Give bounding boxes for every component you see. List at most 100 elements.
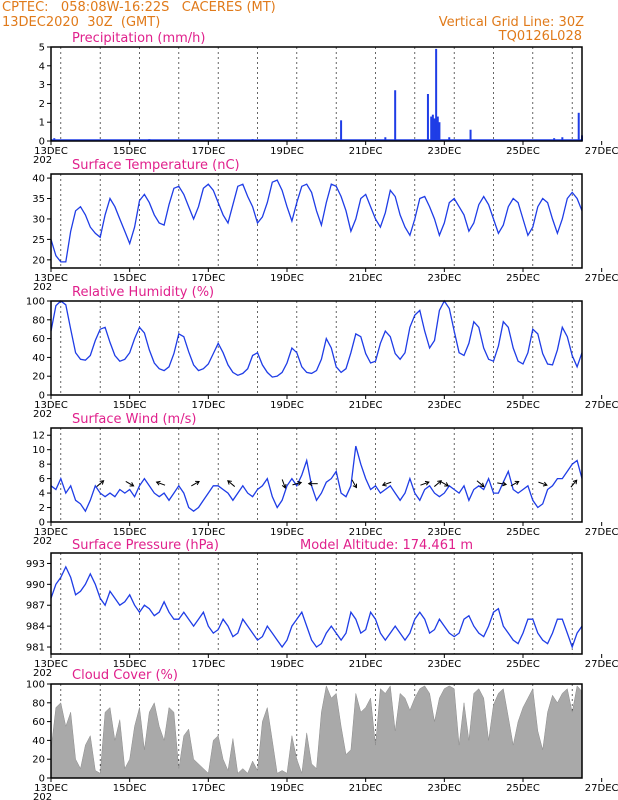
wind-arrow (155, 480, 166, 486)
precip-title: Precipitation (mm/h) (72, 31, 205, 46)
rh-frame (50, 300, 583, 396)
y-tick-label: 40 (32, 736, 45, 747)
x-tick-label: 27DEC (585, 527, 618, 538)
pres-frame (50, 552, 583, 655)
x-tick-label: 27DEC (585, 659, 618, 670)
y-tick-label: 0 (39, 774, 45, 785)
x-tick-label: 15DEC (113, 400, 147, 411)
y-tick-label: 60 (32, 717, 45, 728)
y-tick-label: 100 (26, 297, 45, 308)
x-tick-label: 21DEC (349, 400, 383, 411)
x-tick-label: 19DEC (270, 146, 304, 157)
x-tick-label: 25DEC (506, 273, 540, 284)
temp-title: Surface Temperature (nC) (72, 158, 240, 173)
x-tick-label: 19DEC (270, 527, 304, 538)
wind-arrow (125, 480, 135, 487)
wind-arrow (281, 479, 287, 489)
precip-bar (430, 116, 433, 141)
y-tick-label: 20 (32, 372, 45, 383)
wind-arrow (476, 480, 485, 488)
y-tick-label: 25 (32, 235, 45, 246)
temp-panel: 20 25 30 35 40 13DEC 15DEC 17DEC 19DEC 21DEC 23DEC… (32, 158, 618, 293)
precip-bar (436, 116, 439, 141)
y-tick-label: 2 (39, 503, 45, 514)
wind-title: Surface Wind (m/s) (72, 412, 196, 427)
wind-arrow (420, 480, 430, 486)
cloud-area (50, 685, 583, 779)
x-tick-label: 17DEC (191, 527, 225, 538)
y-tick-label: 0 (39, 391, 45, 402)
precip-bar (577, 112, 580, 141)
y-tick-label: 20 (32, 755, 45, 766)
x-tick-label: 25DEC (506, 659, 540, 670)
precip-bar (435, 48, 438, 141)
y-tick-label: 4 (39, 489, 45, 500)
y-tick-label: 2 (39, 99, 45, 110)
y-tick-label: 35 (32, 194, 45, 205)
x-tick-label: 27DEC (585, 783, 618, 794)
x-tick-label: 21DEC (349, 273, 383, 284)
wind-line (50, 445, 583, 513)
y-tick-label: 990 (26, 580, 45, 591)
x-year-label: 202 (33, 409, 52, 420)
x-tick-label: 27DEC (585, 273, 618, 284)
precip-bar (469, 129, 472, 141)
x-year-label: 202 (33, 792, 52, 800)
y-tick-label: 4 (39, 61, 45, 72)
x-tick-label: 23DEC (427, 659, 461, 670)
x-tick-label: 15DEC (113, 273, 147, 284)
precip-bar (438, 122, 441, 141)
x-tick-label: 19DEC (270, 783, 304, 794)
x-tick-label: 25DEC (506, 783, 540, 794)
precip-panel: 0 1 2 3 4 5 13DEC 15DEC 17DEC 19DEC 21DEC 23DEC 25DE… (33, 31, 618, 166)
pres-title: Surface Pressure (hPa) (72, 538, 219, 553)
wind-panel: 0 2 4 6 8 10 12 13DEC 15DEC 17DEC 19DEC 21DEC 23DEC 2… (32, 412, 618, 547)
y-tick-label: 5 (39, 43, 45, 54)
y-tick-label: 10 (32, 445, 45, 456)
x-tick-label: 17DEC (191, 400, 225, 411)
x-tick-label: 19DEC (270, 273, 304, 284)
x-year-label: 202 (33, 668, 52, 679)
y-tick-label: 20 (32, 255, 45, 266)
y-tick-label: 40 (32, 353, 45, 364)
x-tick-label: 13DEC (34, 273, 68, 284)
wind-arrow (351, 479, 358, 489)
y-tick-label: 12 (32, 431, 45, 442)
y-tick-label: 80 (32, 698, 45, 709)
rh-line (50, 299, 583, 378)
wind-arrow (191, 480, 200, 487)
x-tick-label: 15DEC (113, 146, 147, 157)
header-vertical-grid: Vertical Grid Line: 30Z (438, 15, 584, 30)
wind-arrow (538, 481, 548, 487)
wind-arrow (434, 480, 442, 487)
x-year-label: 202 (33, 536, 52, 547)
precip-bar (448, 137, 451, 141)
precip-bar (426, 94, 429, 141)
wind-arrow (497, 481, 508, 487)
pres-line (50, 565, 583, 649)
y-tick-label: 8 (39, 460, 45, 471)
x-tick-label: 17DEC (191, 146, 225, 157)
x-tick-label: 23DEC (427, 273, 461, 284)
x-tick-label: 27DEC (585, 400, 618, 411)
y-tick-label: 984 (26, 622, 45, 633)
y-tick-label: 40 (32, 174, 45, 185)
precip-bar (433, 118, 436, 141)
precip-bar (561, 137, 564, 141)
y-tick-label: 100 (26, 680, 45, 691)
x-tick-label: 21DEC (349, 783, 383, 794)
x-tick-label: 23DEC (427, 527, 461, 538)
x-tick-label: 13DEC (34, 659, 68, 670)
rh-title: Relative Humidity (%) (72, 285, 214, 300)
x-tick-label: 21DEC (349, 527, 383, 538)
x-tick-label: 21DEC (349, 659, 383, 670)
x-tick-label: 23DEC (427, 400, 461, 411)
temp-frame (50, 173, 583, 269)
x-tick-label: 25DEC (506, 400, 540, 411)
x-tick-label: 13DEC (34, 527, 68, 538)
temp-line (50, 179, 583, 263)
y-tick-label: 1 (39, 118, 45, 129)
wind-arrow (96, 480, 105, 487)
x-year-label: 202 (33, 155, 52, 166)
